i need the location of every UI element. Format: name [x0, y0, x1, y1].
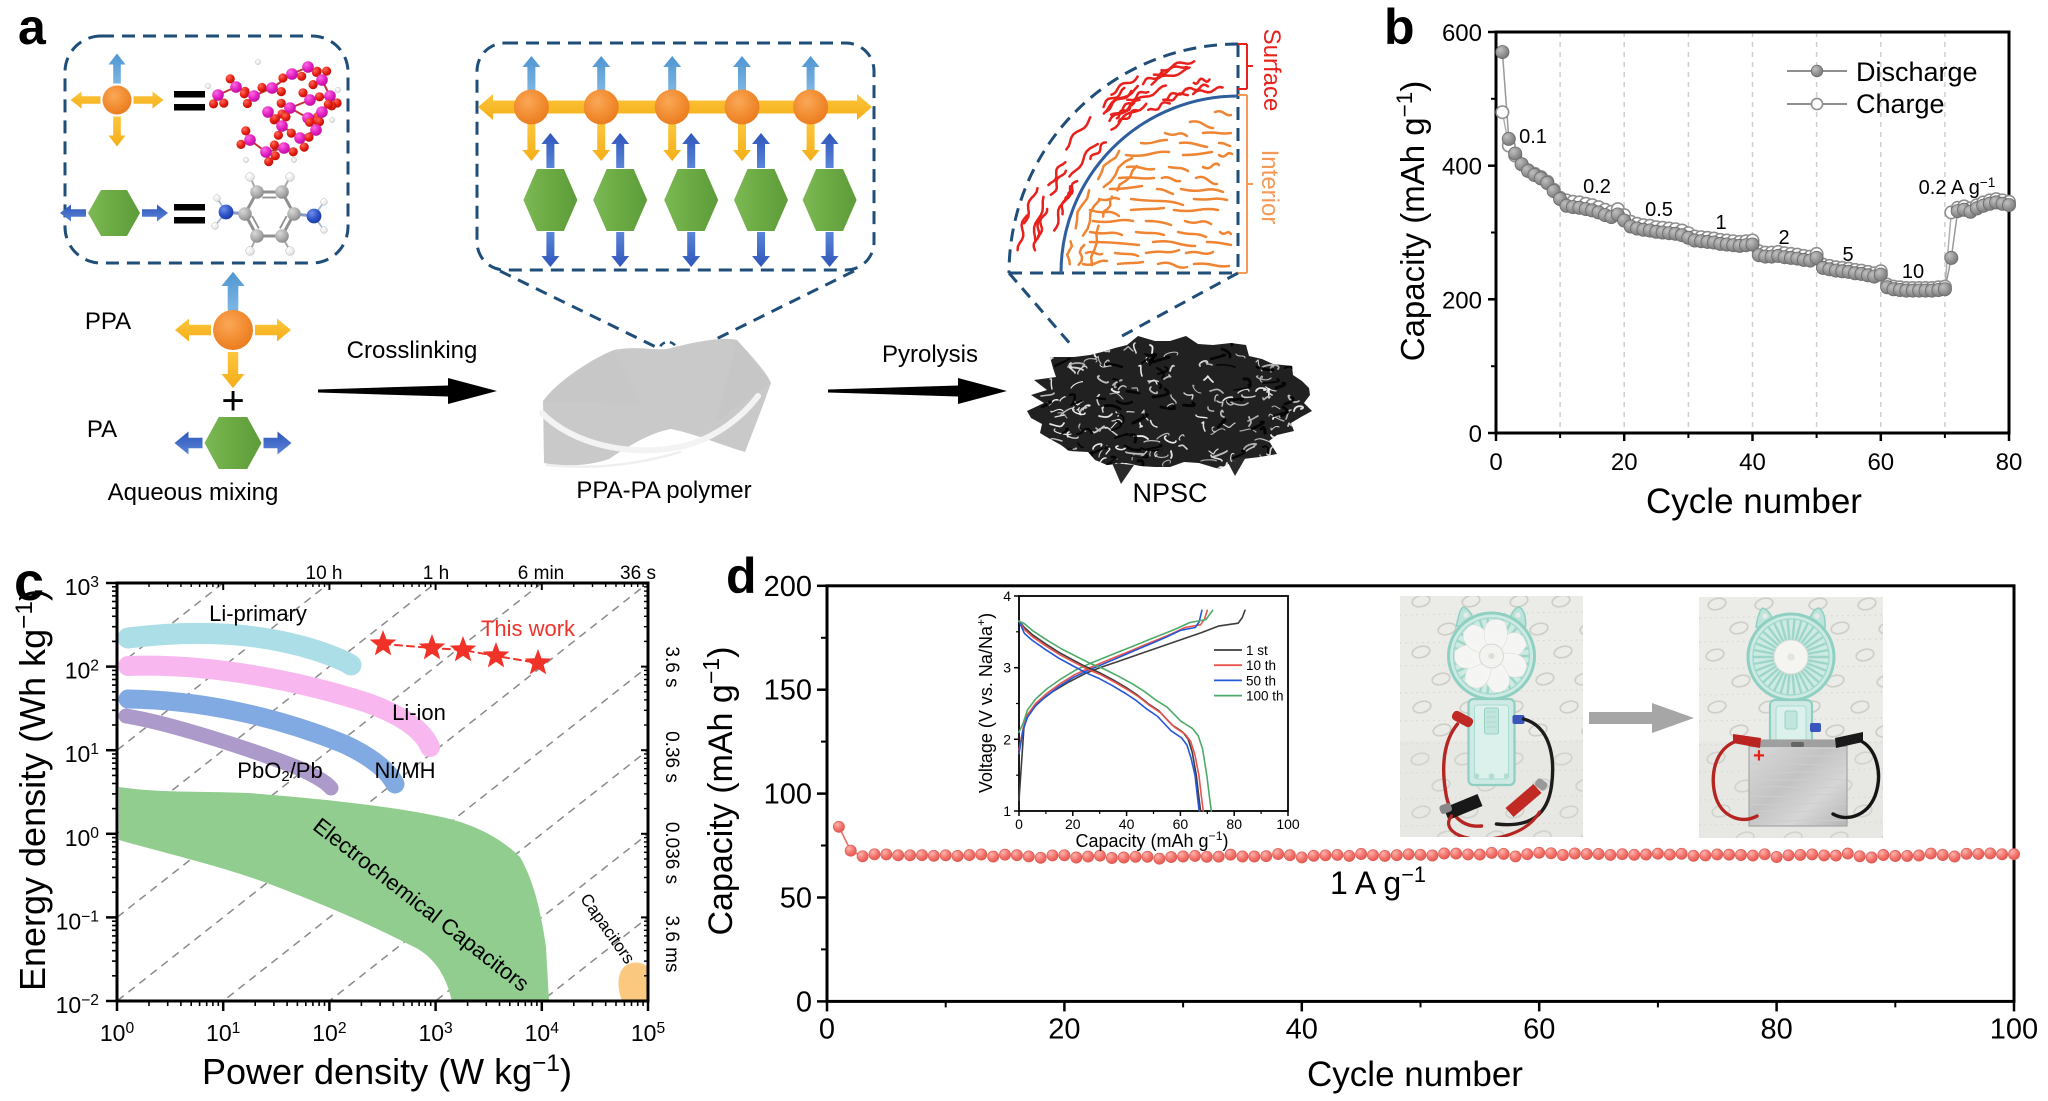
svg-text:80: 80 — [1760, 1013, 1792, 1045]
svg-text:PbO2/Pb: PbO2/Pb — [237, 758, 322, 785]
svg-text:50 th: 50 th — [1246, 673, 1276, 688]
svg-text:PA: PA — [87, 416, 117, 443]
svg-text:80: 80 — [1226, 816, 1242, 832]
svg-text:0.2: 0.2 — [1583, 176, 1611, 198]
svg-text:3: 3 — [1003, 660, 1011, 676]
svg-text:80: 80 — [1996, 449, 2023, 476]
svg-text:200: 200 — [764, 571, 812, 603]
svg-text:400: 400 — [1442, 154, 1482, 181]
svg-text:Li-primary: Li-primary — [209, 601, 307, 626]
svg-text:0.5: 0.5 — [1645, 199, 1673, 221]
svg-text:Surface: Surface — [1258, 29, 1285, 112]
svg-text:40: 40 — [1739, 449, 1766, 476]
svg-text:Charge: Charge — [1856, 89, 1945, 119]
svg-text:Li-ion: Li-ion — [392, 700, 446, 725]
svg-text:100: 100 — [764, 779, 812, 811]
svg-text:1 h: 1 h — [423, 563, 449, 584]
svg-text:1: 1 — [1715, 212, 1726, 234]
svg-text:1 A g−1: 1 A g−1 — [1330, 862, 1426, 902]
svg-text:36 s: 36 s — [620, 563, 656, 584]
svg-text:60: 60 — [1867, 449, 1894, 476]
svg-text:1: 1 — [1003, 803, 1011, 819]
svg-text:d: d — [726, 548, 757, 604]
svg-text:0: 0 — [1015, 816, 1023, 832]
svg-text:+: + — [221, 379, 244, 423]
svg-text:0: 0 — [796, 986, 812, 1018]
svg-text:4: 4 — [1003, 588, 1011, 604]
svg-text:150: 150 — [764, 675, 812, 707]
svg-text:2: 2 — [1778, 227, 1789, 249]
svg-text:Cycle number: Cycle number — [1307, 1055, 1523, 1094]
svg-text:6 min: 6 min — [518, 563, 564, 584]
svg-text:+: + — [1753, 745, 1765, 767]
svg-text:100: 100 — [1276, 816, 1300, 832]
svg-text:Pyrolysis: Pyrolysis — [882, 341, 978, 368]
svg-text:Crosslinking: Crosslinking — [347, 337, 478, 364]
svg-text:NPSC: NPSC — [1132, 478, 1207, 508]
svg-text:Aqueous mixing: Aqueous mixing — [108, 479, 279, 506]
svg-text:b: b — [1384, 0, 1415, 55]
svg-text:Interior: Interior — [1256, 150, 1283, 225]
svg-text:Ni/MH: Ni/MH — [374, 758, 435, 783]
svg-text:200: 200 — [1442, 287, 1482, 314]
svg-text:c: c — [14, 552, 44, 612]
svg-text:40: 40 — [1119, 816, 1135, 832]
svg-text:10 th: 10 th — [1246, 658, 1276, 673]
svg-text:10 h: 10 h — [306, 563, 343, 584]
svg-text:Capacity (mAh g−1): Capacity (mAh g−1) — [698, 646, 740, 935]
svg-text:3.6 s: 3.6 s — [661, 646, 682, 687]
svg-text:PPA-PA polymer: PPA-PA polymer — [576, 477, 751, 504]
svg-text:101: 101 — [65, 741, 99, 768]
svg-text:Energy density (Wh kg−1): Energy density (Wh kg−1) — [11, 589, 54, 991]
svg-text:60: 60 — [1523, 1013, 1555, 1045]
svg-text:10: 10 — [1902, 261, 1924, 283]
svg-text:1 st: 1 st — [1246, 643, 1268, 658]
svg-text:102: 102 — [312, 1020, 346, 1047]
svg-text:50: 50 — [780, 883, 812, 915]
svg-text:PPA: PPA — [85, 308, 131, 335]
svg-text:Power density (W kg−1): Power density (W kg−1) — [202, 1050, 572, 1093]
svg-text:100 th: 100 th — [1246, 689, 1284, 704]
svg-text:0.036 s: 0.036 s — [661, 822, 682, 884]
svg-text:Capacity (mAh g−1): Capacity (mAh g−1) — [1075, 829, 1228, 851]
svg-text:20: 20 — [1048, 1013, 1080, 1045]
svg-text:Capacity (mAh g−1): Capacity (mAh g−1) — [1392, 81, 1432, 362]
svg-text:This work: This work — [481, 616, 576, 641]
svg-text:40: 40 — [1286, 1013, 1318, 1045]
svg-text:0: 0 — [1489, 449, 1502, 476]
svg-text:3.6 ms: 3.6 ms — [661, 915, 682, 972]
svg-text:20: 20 — [1065, 816, 1081, 832]
svg-text:2: 2 — [1003, 731, 1011, 747]
svg-text:0: 0 — [1469, 421, 1482, 448]
svg-text:600: 600 — [1442, 20, 1482, 47]
svg-text:20: 20 — [1611, 449, 1638, 476]
svg-text:Voltage (V vs. Na/Na+): Voltage (V vs. Na/Na+) — [974, 613, 996, 793]
svg-text:60: 60 — [1173, 816, 1189, 832]
svg-text:Cycle number: Cycle number — [1646, 482, 1862, 521]
svg-text:5: 5 — [1842, 244, 1853, 266]
svg-text:100: 100 — [65, 824, 100, 851]
svg-text:0: 0 — [819, 1013, 835, 1045]
svg-text:100: 100 — [1990, 1013, 2038, 1045]
svg-text:0.1: 0.1 — [1519, 126, 1547, 148]
svg-text:0.36 s: 0.36 s — [661, 731, 682, 783]
svg-text:a: a — [18, 0, 47, 55]
svg-text:Discharge: Discharge — [1856, 57, 1978, 87]
